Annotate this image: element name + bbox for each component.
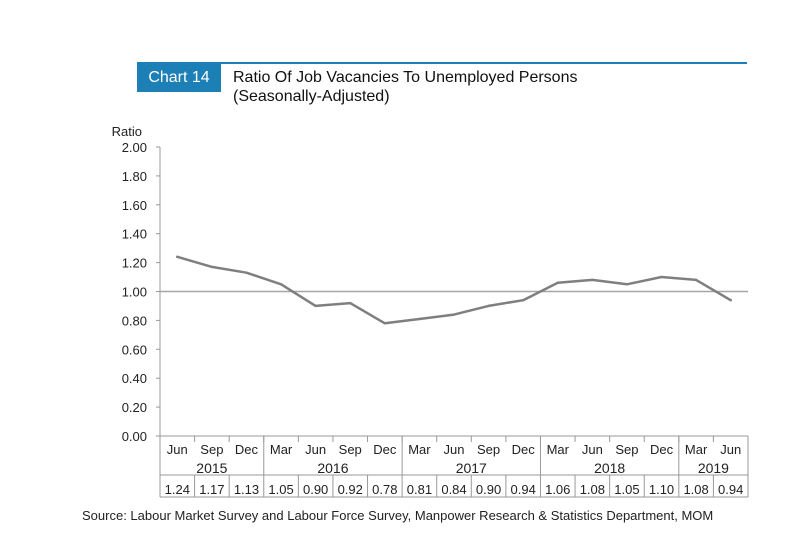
data-point — [556, 281, 559, 285]
header-rule — [137, 62, 747, 64]
y-tick-label: 0.20 — [122, 400, 147, 415]
x-tick-label: Dec — [512, 442, 536, 457]
data-label: 0.94 — [511, 482, 536, 497]
data-label: 1.24 — [165, 482, 190, 497]
data-label: 1.08 — [580, 482, 605, 497]
y-tick-label: 0.00 — [122, 429, 147, 444]
y-tick-label: 1.40 — [122, 227, 147, 242]
data-point — [349, 301, 352, 305]
x-tick-label: Jun — [305, 442, 326, 457]
x-tick-label: Jun — [720, 442, 741, 457]
x-tick-label: Jun — [582, 442, 603, 457]
x-tick-label: Sep — [477, 442, 500, 457]
x-tick-label: Jun — [444, 442, 465, 457]
data-label: 1.17 — [199, 482, 224, 497]
data-point — [487, 304, 490, 308]
chart-title-line-2: (Seasonally-Adjusted) — [233, 88, 390, 105]
data-label: 0.90 — [476, 482, 501, 497]
data-point — [625, 283, 629, 286]
year-label: 2019 — [698, 460, 729, 476]
data-point — [452, 313, 456, 316]
data-label: 1.05 — [614, 482, 639, 497]
year-label: 2018 — [594, 460, 625, 476]
y-tick-label: 0.60 — [122, 342, 147, 357]
source-note: Source: Labour Market Survey and Labour … — [82, 508, 714, 523]
data-point — [521, 298, 525, 302]
data-label: 1.08 — [683, 482, 708, 497]
data-point — [279, 283, 283, 286]
data-label: 0.94 — [718, 482, 743, 497]
data-label: 1.13 — [234, 482, 259, 497]
year-label: 2015 — [196, 460, 227, 476]
data-label: 0.90 — [303, 482, 328, 497]
y-tick-label: 2.00 — [122, 140, 147, 155]
data-point — [314, 304, 317, 308]
line-chart: Ratio 0.00 0.20 0.40 0.60 0.80 1.00 1.20 1.40 1.6… — [112, 124, 749, 498]
x-tick-label: Dec — [235, 442, 259, 457]
data-point — [176, 255, 179, 259]
x-tick-label: Mar — [547, 442, 570, 457]
x-tick-label: Mar — [685, 442, 708, 457]
year-label: 2016 — [317, 460, 348, 476]
x-tick-label: Dec — [373, 442, 397, 457]
chart-title: Ratio Of Job Vacancies To Unemployed Per… — [233, 68, 577, 106]
x-tick-label: Mar — [270, 442, 293, 457]
y-tick-label: 1.00 — [122, 285, 147, 300]
y-tick-label: 1.20 — [122, 256, 147, 271]
x-tick-label: Dec — [650, 442, 674, 457]
data-label: 1.10 — [649, 482, 674, 497]
y-tick-label: 0.40 — [122, 371, 147, 386]
x-tick-label: Mar — [408, 442, 431, 457]
data-point — [210, 265, 214, 269]
x-tick-label: Jun — [167, 442, 188, 457]
data-label: 1.05 — [268, 482, 293, 497]
y-axis-label: Ratio — [112, 124, 142, 139]
data-point — [591, 278, 594, 282]
data-label: 0.84 — [441, 482, 466, 497]
series-line — [176, 255, 732, 325]
data-label: 0.81 — [407, 482, 432, 497]
data-label: 0.92 — [338, 482, 363, 497]
y-tick-label: 0.80 — [122, 313, 147, 328]
y-tick-label: 1.80 — [122, 169, 147, 184]
y-tick-label: 1.60 — [122, 198, 147, 213]
data-point — [245, 271, 248, 274]
data-point — [383, 322, 387, 325]
data-label: 0.78 — [372, 482, 397, 497]
x-tick-label: Sep — [339, 442, 362, 457]
data-point — [729, 298, 732, 302]
data-point — [660, 275, 663, 279]
chart-title-line-1: Ratio Of Job Vacancies To Unemployed Per… — [233, 69, 578, 86]
year-label: 2017 — [456, 460, 487, 476]
data-point — [418, 317, 421, 321]
data-point — [694, 278, 698, 282]
x-tick-label: Sep — [200, 442, 223, 457]
chart-number-badge: Chart 14 — [137, 64, 221, 92]
x-tick-label: Sep — [615, 442, 638, 457]
data-label: 1.06 — [545, 482, 570, 497]
